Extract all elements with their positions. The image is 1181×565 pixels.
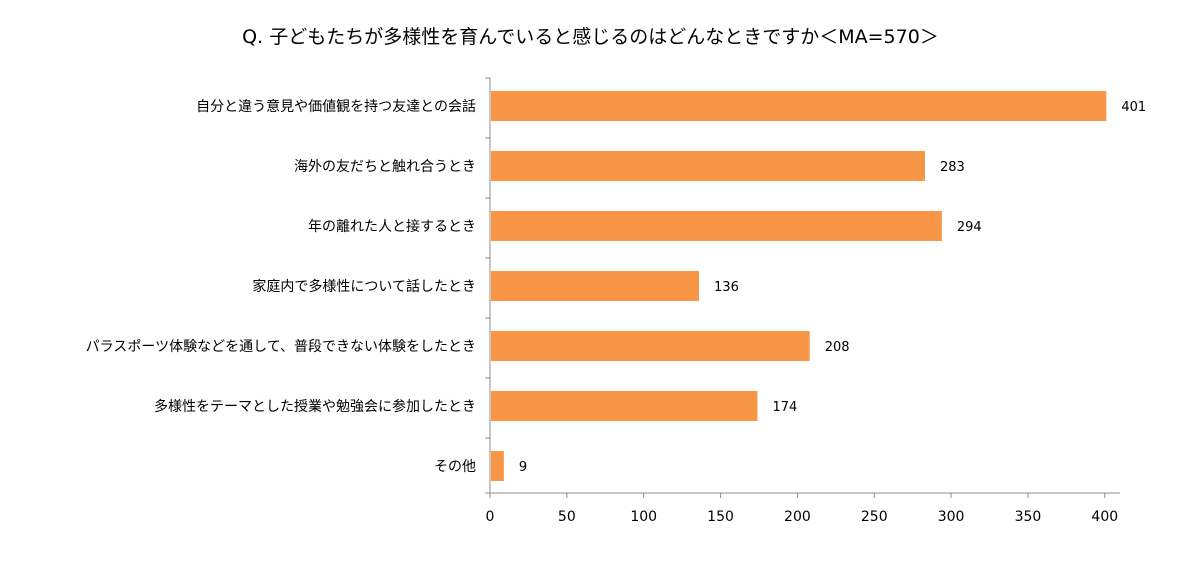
data-label: 283: [940, 160, 965, 175]
category-label: 自分と違う意見や価値観を持つ友達との会話: [196, 98, 476, 115]
bar: [491, 331, 810, 361]
data-label: 208: [825, 340, 850, 355]
x-tick-label: 350: [1015, 509, 1042, 525]
category-label: 多様性をテーマとした授業や勉強会に参加したとき: [154, 398, 476, 415]
bars-layer: [491, 91, 1107, 481]
bar: [491, 211, 942, 241]
bar: [491, 391, 758, 421]
x-tick-label: 50: [558, 509, 576, 525]
category-label: 家庭内で多様性について話したとき: [252, 278, 476, 295]
bar: [491, 451, 504, 481]
data-label: 9: [519, 460, 527, 475]
x-tick-label: 150: [707, 509, 734, 525]
x-tick-label: 250: [861, 509, 888, 525]
data-label: 401: [1121, 100, 1146, 115]
bar: [491, 91, 1107, 121]
x-tick-label: 200: [784, 509, 811, 525]
category-label: 海外の友だちと触れ合うとき: [294, 159, 476, 175]
bar: [491, 151, 925, 181]
category-label: その他: [434, 459, 476, 475]
bar: [491, 271, 700, 301]
data-label: 174: [772, 400, 797, 415]
category-label: 年の離れた人と接するとき: [308, 218, 476, 235]
labels-layer: 自分と違う意見や価値観を持つ友達との会話 401 海外の友だちと触れ合うとき 283 年…: [86, 98, 1146, 525]
category-label: パラスポーツ体験などを通して、普段できない体験をしたとき: [86, 339, 476, 355]
x-tick-label: 0: [486, 509, 495, 525]
axis-layer: [485, 77, 1120, 498]
x-tick-label: 100: [630, 509, 657, 525]
chart-title: Q. 子どもたちが多様性を育んでいると感じるのはどんなときですか＜MA=570＞: [242, 26, 939, 48]
x-tick-label: 300: [938, 509, 965, 525]
x-tick-label: 400: [1091, 509, 1118, 525]
data-label: 136: [714, 280, 739, 295]
data-label: 294: [957, 220, 982, 235]
